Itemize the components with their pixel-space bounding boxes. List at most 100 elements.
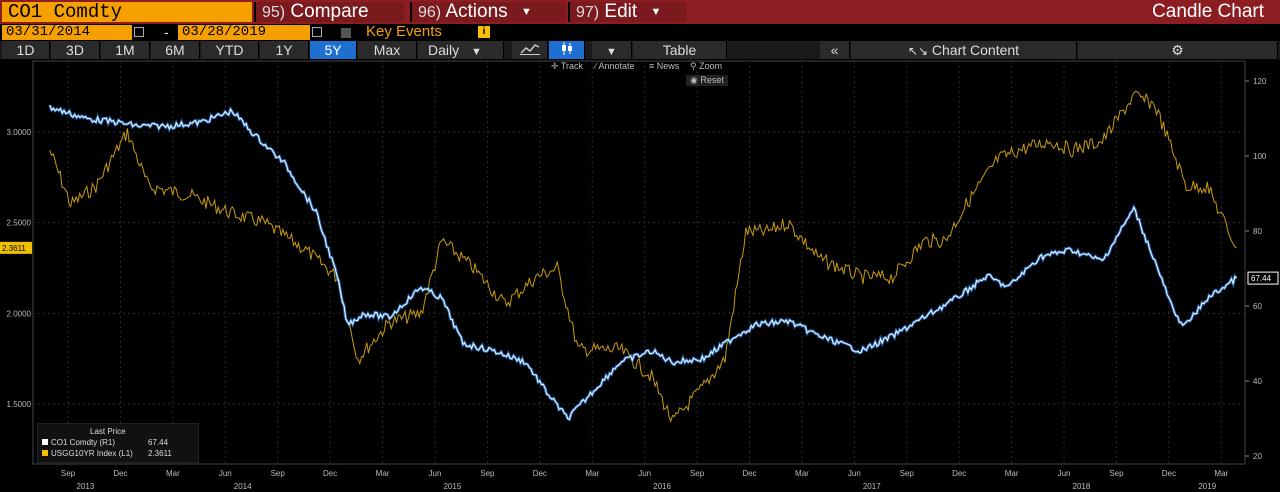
x-year-label: 2018 <box>1073 482 1091 491</box>
range-ytd-button[interactable]: YTD <box>201 41 259 59</box>
x-month-label: Dec <box>952 469 966 478</box>
edit-label: Edit <box>604 1 638 22</box>
legend-title: Last Price <box>90 427 126 436</box>
right-axis-label: 100 <box>1253 152 1267 161</box>
x-year-label: 2016 <box>653 482 671 491</box>
x-year-label: 2015 <box>443 482 461 491</box>
chart-type-title: Candle Chart <box>1152 1 1264 22</box>
right-axis-label: 40 <box>1253 377 1262 386</box>
key-events-label: Key Events <box>366 23 442 40</box>
calendar-icon[interactable] <box>134 27 144 37</box>
x-month-label: Mar <box>585 469 599 478</box>
right-axis-label: 120 <box>1253 77 1267 86</box>
range-1m-button[interactable]: 1M <box>101 41 150 59</box>
range-6m-button[interactable]: 6M <box>151 41 200 59</box>
right-axis-label: 60 <box>1253 302 1262 311</box>
frequency-dropdown[interactable]: Daily ▼ <box>418 41 504 59</box>
chart-content-label: Chart Content <box>931 42 1020 58</box>
legend-swatch <box>42 450 48 456</box>
x-month-label: Sep <box>690 469 705 478</box>
date-separator: - <box>164 24 169 40</box>
crosshair-icon: ✛ <box>551 61 559 71</box>
yield-series-line <box>49 90 1237 423</box>
edit-button[interactable]: 97) Edit ▼ <box>568 2 686 22</box>
table-button[interactable]: Table <box>633 41 727 59</box>
reset-icon: ◉ <box>690 75 698 85</box>
x-month-label: Dec <box>1162 469 1176 478</box>
range-5y-button[interactable]: 5Y <box>310 41 357 59</box>
compare-label: Compare <box>290 1 369 22</box>
chart-content-icon: ↖↘ <box>907 44 929 58</box>
x-month-label: Mar <box>166 469 180 478</box>
x-month-label: Dec <box>113 469 127 478</box>
x-month-label: Jun <box>429 469 442 478</box>
calendar-icon[interactable] <box>312 27 322 37</box>
pencil-icon: ∕ <box>595 61 597 71</box>
compare-number: 95) <box>262 4 286 21</box>
zoom-icon: ⚲ <box>690 61 697 71</box>
left-axis-label: 3.0000 <box>7 128 32 137</box>
x-month-label: Jun <box>848 469 861 478</box>
annotate-label: Annotate <box>598 61 635 71</box>
chart-content-button[interactable]: ↖↘ Chart Content <box>851 41 1077 59</box>
news-icon: ≡ <box>649 61 655 71</box>
x-month-label: Sep <box>61 469 76 478</box>
caret-down-icon: ▼ <box>606 46 617 58</box>
news-label: News <box>656 61 680 71</box>
legend-series-value: 2.3611 <box>148 449 172 458</box>
caret-down-icon: ▼ <box>471 46 482 58</box>
legend-series-name: CO1 Comdty (R1) <box>51 438 116 447</box>
x-month-label: Dec <box>742 469 756 478</box>
collapse-icon[interactable]: « <box>820 41 850 59</box>
zoom-tool[interactable]: ⚲ Zoom <box>690 61 722 72</box>
frequency-label: Daily <box>428 42 460 58</box>
x-year-label: 2014 <box>234 482 252 491</box>
range-1y-button[interactable]: 1Y <box>260 41 309 59</box>
x-month-label: Sep <box>1109 469 1124 478</box>
reset-button[interactable]: ◉ Reset <box>686 75 728 86</box>
right-axis-label: 80 <box>1253 227 1262 236</box>
range-1d-button[interactable]: 1D <box>2 41 50 59</box>
key-events-checkbox[interactable] <box>341 28 351 38</box>
x-month-label: Sep <box>271 469 286 478</box>
line-chart-icon[interactable] <box>512 41 548 59</box>
start-date-field[interactable]: 03/31/2014 <box>2 25 132 40</box>
reset-label: Reset <box>700 75 724 85</box>
plot-frame <box>32 60 1246 465</box>
x-year-label: 2013 <box>77 482 95 491</box>
track-tool[interactable]: ✛ Track <box>551 61 583 72</box>
x-month-label: Mar <box>376 469 390 478</box>
actions-number: 96) <box>418 4 442 21</box>
x-month-label: Mar <box>795 469 809 478</box>
legend-row: USGG10YR Index (L1) 2.3611 <box>42 449 172 458</box>
x-year-label: 2019 <box>1198 482 1216 491</box>
x-month-label: Jun <box>1058 469 1071 478</box>
annotate-tool[interactable]: ∕ Annotate <box>595 61 635 71</box>
end-date-field[interactable]: 03/28/2019 <box>178 25 310 40</box>
chart-type-dropdown[interactable]: ▼ <box>592 41 632 59</box>
legend-row: CO1 Comdty (R1) 67.44 <box>42 438 168 447</box>
legend: Last Price CO1 Comdty (R1) 67.44 USGG10Y… <box>37 423 199 463</box>
ticker-field[interactable]: CO1 Comdty <box>2 2 252 22</box>
left-current-badge <box>0 241 32 254</box>
news-tool[interactable]: ≡ News <box>649 61 679 71</box>
left-axis-label: 2.5000 <box>7 219 32 228</box>
x-month-label: Dec <box>533 469 547 478</box>
range-max-button[interactable]: Max <box>358 41 417 59</box>
x-month-label: Dec <box>323 469 337 478</box>
x-month-label: Jun <box>638 469 651 478</box>
zoom-label: Zoom <box>699 61 723 71</box>
x-month-label: Sep <box>480 469 495 478</box>
legend-series-value: 67.44 <box>148 438 169 447</box>
range-3d-button[interactable]: 3D <box>51 41 100 59</box>
actions-button[interactable]: 96) Actions ▼ <box>410 2 565 22</box>
info-icon[interactable]: i <box>478 26 490 38</box>
price-chart[interactable]: Sep Dec Mar Jun Sep Dec Mar Jun Sep Dec Mar Jun Sep D… <box>0 59 1280 492</box>
actions-label: Actions <box>445 1 508 22</box>
compare-button[interactable]: 95) Compare <box>254 2 404 22</box>
right-current-badge <box>1247 271 1279 285</box>
brent-series-line <box>49 104 1237 421</box>
x-month-label: Jun <box>219 469 232 478</box>
candle-chart-icon[interactable] <box>549 41 585 59</box>
gear-icon[interactable]: ⚙ <box>1078 41 1278 59</box>
